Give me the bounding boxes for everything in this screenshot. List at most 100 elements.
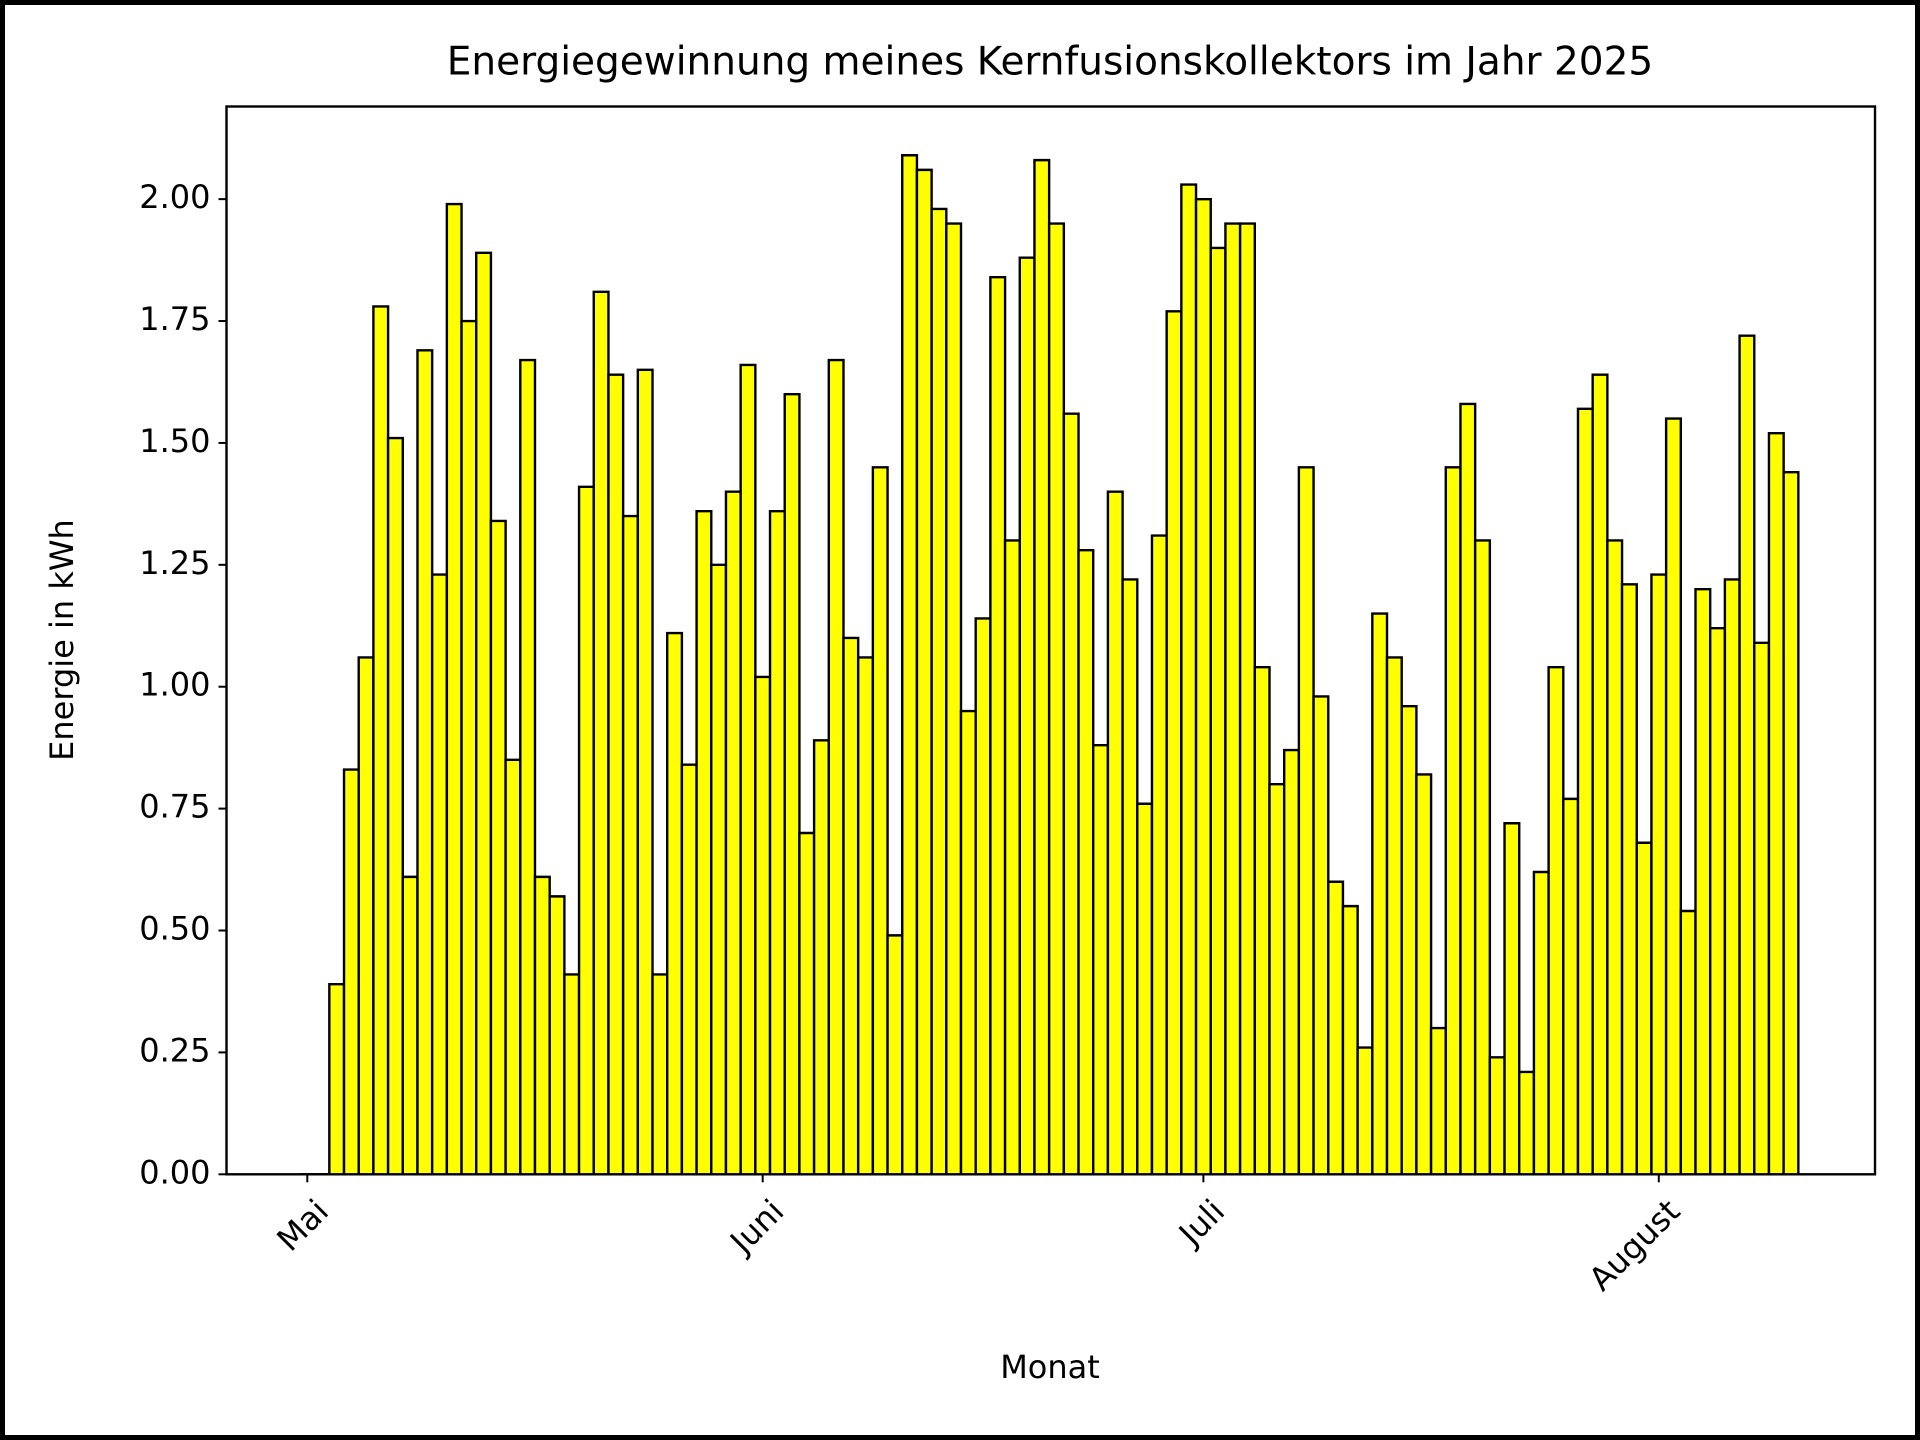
bar (1518, 1070, 1536, 1175)
bar (1562, 797, 1580, 1175)
bar (1650, 573, 1668, 1175)
chart-title: Energiegewinnung meines Kernfusionskolle… (447, 40, 1653, 85)
bar (519, 358, 537, 1175)
bar (754, 675, 772, 1175)
bar (1194, 197, 1212, 1175)
bar (842, 636, 860, 1175)
bar (798, 831, 816, 1175)
bar (1591, 373, 1609, 1175)
bar (1047, 222, 1066, 1175)
bar (1238, 222, 1257, 1175)
bar (1782, 470, 1800, 1175)
bar (783, 392, 801, 1175)
bar (1576, 407, 1594, 1175)
bar (1062, 412, 1080, 1175)
bar (401, 875, 419, 1175)
bar (1532, 870, 1550, 1175)
bar (1356, 1046, 1374, 1175)
y-tick-label: 2.00 (139, 178, 210, 216)
bar (548, 895, 566, 1175)
bar (1723, 578, 1741, 1175)
bar (827, 358, 845, 1175)
y-tick-label: 1.00 (139, 666, 210, 704)
bar (1459, 402, 1477, 1175)
bar (1121, 578, 1139, 1175)
bar (871, 466, 889, 1175)
bar (1209, 246, 1227, 1175)
bar (592, 290, 610, 1175)
bar (1503, 822, 1521, 1175)
bar (636, 368, 654, 1175)
bar (1312, 695, 1330, 1175)
bar (1473, 539, 1492, 1175)
bar (856, 656, 875, 1175)
bar (1092, 744, 1110, 1175)
bar (328, 982, 346, 1175)
bar (1268, 783, 1286, 1175)
bar (1165, 310, 1183, 1175)
bar (1679, 909, 1697, 1175)
x-axis-label: Monat (1000, 1348, 1100, 1386)
bar (886, 934, 904, 1175)
bar (1033, 158, 1051, 1175)
bar (1708, 627, 1727, 1175)
y-tick-label: 0.00 (139, 1153, 210, 1191)
bar (959, 709, 977, 1175)
bar (386, 436, 404, 1175)
bar (680, 763, 698, 1175)
bar (1003, 539, 1021, 1175)
bar (563, 973, 581, 1175)
bar (1106, 490, 1124, 1175)
y-tick-label: 0.50 (139, 910, 210, 948)
bar (1429, 1026, 1447, 1175)
bar (989, 275, 1007, 1175)
bar (1077, 548, 1095, 1175)
bar (1753, 641, 1771, 1175)
bar (621, 514, 640, 1175)
plot-area (225, 105, 1877, 1176)
bar (1767, 431, 1785, 1175)
bar (710, 563, 728, 1175)
bar (504, 758, 522, 1175)
bar (1664, 417, 1683, 1175)
bar (1282, 748, 1301, 1175)
bar (489, 519, 507, 1175)
bar (1180, 183, 1198, 1175)
bar (1150, 534, 1168, 1175)
bar (651, 973, 669, 1175)
bar (1547, 666, 1565, 1175)
bar (1415, 773, 1433, 1175)
y-tick-label: 1.50 (139, 422, 210, 460)
bar (1253, 666, 1271, 1175)
bar (1385, 656, 1403, 1175)
bar (475, 251, 493, 1175)
bar (342, 768, 360, 1175)
bar (666, 631, 684, 1175)
bar (1635, 841, 1653, 1175)
bar (1444, 466, 1462, 1175)
bar (1400, 705, 1418, 1175)
bar (1341, 904, 1359, 1175)
bar (1694, 588, 1712, 1175)
bar (1738, 334, 1756, 1175)
bar (812, 739, 830, 1175)
bar (445, 202, 463, 1175)
bar (945, 222, 963, 1175)
bar (739, 363, 757, 1175)
bar (930, 207, 948, 1175)
bar (1327, 880, 1345, 1175)
bar (974, 617, 992, 1175)
bar (607, 373, 625, 1175)
bar (577, 485, 595, 1175)
bar (357, 656, 375, 1175)
bar (1371, 612, 1389, 1175)
bar (915, 168, 933, 1175)
bar (901, 154, 919, 1175)
bar (1136, 802, 1154, 1175)
bar (1620, 583, 1638, 1175)
bar (768, 509, 786, 1175)
bar (533, 875, 551, 1175)
y-tick-label: 0.75 (139, 788, 210, 826)
bar (1018, 256, 1036, 1175)
